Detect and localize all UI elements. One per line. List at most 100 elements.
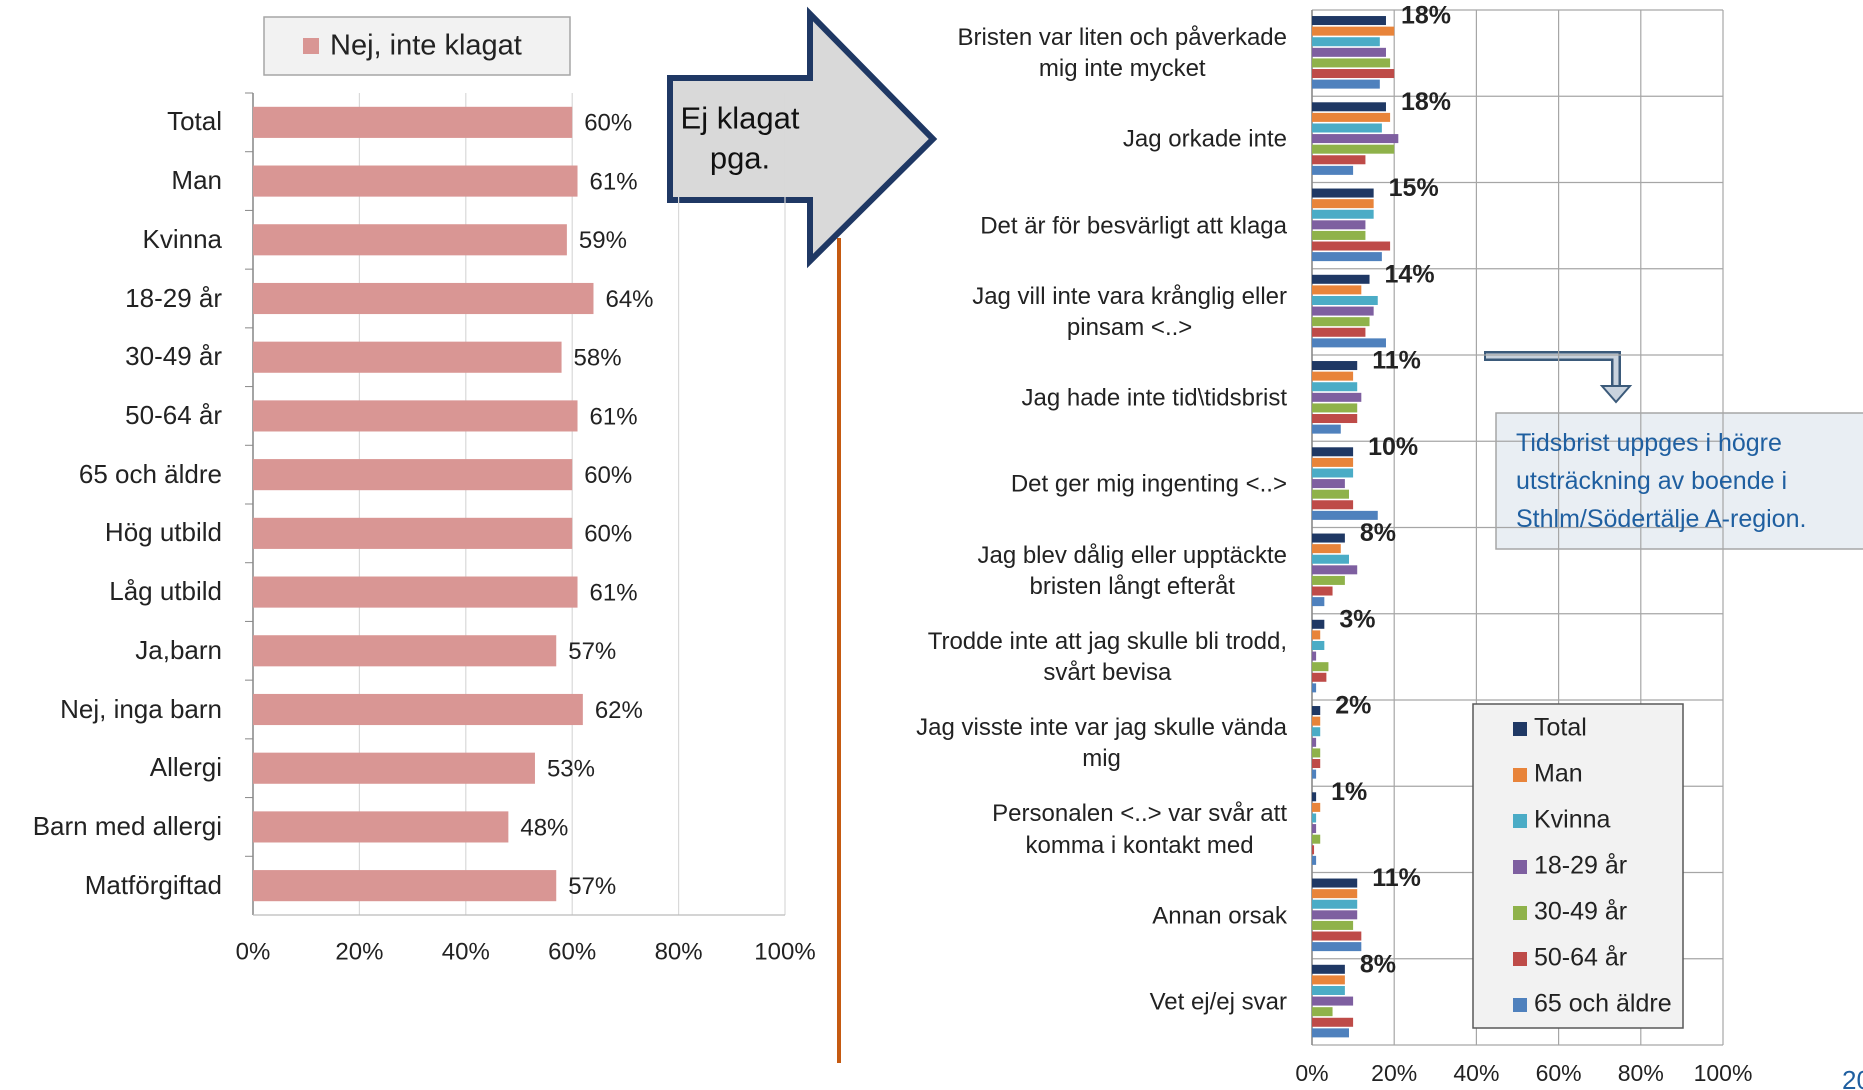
value-label: 14% (1385, 260, 1435, 288)
bar (1312, 706, 1321, 716)
bar (1312, 813, 1317, 823)
bar (1312, 112, 1391, 122)
bar (1312, 47, 1386, 57)
bar (253, 282, 594, 315)
y-tick-label: Jag visste inte var jag skulle vända mig (916, 713, 1287, 773)
bar (1312, 834, 1321, 844)
value-label: 1% (1331, 778, 1367, 806)
value-label: 60% (584, 462, 632, 489)
bar (253, 693, 583, 726)
callout-arrowhead (1599, 385, 1633, 404)
y-tick-label: Barn med allergi (32, 811, 222, 842)
bar (1312, 1007, 1333, 1017)
legend-swatch (1513, 814, 1527, 828)
bar (1312, 69, 1395, 79)
bar (1312, 134, 1399, 144)
legend-label: 30-49 år (1534, 898, 1627, 926)
legend-label: 18-29 år (1534, 852, 1627, 880)
value-label: 10% (1368, 433, 1418, 461)
bar (1312, 188, 1374, 198)
x-tick-label: 100% (754, 938, 815, 965)
y-tick-label: Allergi (149, 752, 222, 783)
y-tick-label: Kvinna (142, 223, 223, 254)
bar (1312, 964, 1345, 974)
bar (1312, 931, 1362, 941)
bar (1312, 252, 1382, 262)
bar (1312, 683, 1317, 693)
x-tick-label: 60% (1536, 1060, 1582, 1086)
callout-connector-inner (1486, 353, 1619, 388)
y-tick-label: 50-64 år (125, 400, 222, 431)
bar (1312, 597, 1325, 607)
legend-label: Total (1534, 714, 1587, 742)
value-label: 62% (595, 697, 643, 724)
y-tick-label: Total (167, 106, 222, 137)
y-tick-label: Det är för besvärligt att klaga (980, 212, 1287, 240)
bar (1312, 672, 1327, 682)
x-tick-label: 20% (335, 938, 383, 965)
page-number: 20 (1842, 1065, 1863, 1090)
legend-label: Man (1534, 760, 1583, 788)
bar (1312, 910, 1358, 920)
bar (1312, 640, 1325, 650)
y-tick-label: 18-29 år (125, 282, 222, 313)
bar (1312, 727, 1321, 737)
x-tick-label: 40% (442, 938, 490, 965)
value-label: 57% (568, 873, 616, 900)
bar (1312, 500, 1354, 510)
y-tick-label: Hög utbild (104, 517, 222, 548)
bar (253, 811, 509, 843)
bar (253, 341, 562, 373)
value-label: 8% (1360, 950, 1396, 978)
callout-connector (1484, 351, 1621, 390)
bar (1312, 220, 1366, 230)
bar (1312, 855, 1317, 865)
bar (1312, 306, 1374, 316)
bar (1312, 802, 1321, 812)
bar (1312, 414, 1358, 424)
bar (1312, 382, 1358, 392)
bar (1312, 447, 1354, 457)
y-tick-label: Trodde inte att jag skulle bli trodd, sv… (927, 627, 1287, 686)
bar (1312, 327, 1366, 337)
legend-swatch (1513, 722, 1527, 736)
bar (1312, 457, 1354, 467)
value-label: 57% (568, 638, 616, 665)
bar (1312, 403, 1358, 413)
y-tick-label: Det ger mig ingenting <..> (1010, 470, 1287, 498)
legend-box (1472, 703, 1684, 1029)
bar (1312, 371, 1354, 381)
bar (1312, 1028, 1349, 1038)
bar (1312, 338, 1386, 348)
bar (1312, 845, 1315, 855)
value-label: 3% (1339, 605, 1375, 633)
value-label: 48% (520, 814, 568, 841)
bar (1312, 199, 1374, 209)
bar (1312, 920, 1354, 930)
bar (253, 870, 557, 902)
bar (1312, 575, 1345, 585)
value-label: 8% (1360, 519, 1396, 547)
value-label: 18% (1401, 2, 1451, 30)
x-tick-label: 60% (548, 938, 596, 965)
bar (1312, 274, 1370, 284)
value-label: 61% (590, 579, 638, 606)
bar (1312, 899, 1358, 909)
legend-swatch (1513, 860, 1527, 874)
bar (1312, 651, 1317, 661)
bar (1312, 361, 1358, 371)
bar (1312, 37, 1380, 47)
bar (1312, 942, 1362, 952)
y-tick-label: Personalen <..> var svår att komma i kon… (992, 800, 1287, 859)
legend-swatch (1513, 998, 1527, 1012)
y-tick-label: 65 och äldre (78, 458, 222, 489)
bar (1312, 792, 1317, 802)
bar (1312, 975, 1345, 985)
bar (1312, 769, 1317, 779)
bar (1312, 489, 1349, 499)
legend-label: 50-64 år (1534, 944, 1627, 972)
bar (1312, 1017, 1354, 1027)
bar (1312, 544, 1341, 554)
